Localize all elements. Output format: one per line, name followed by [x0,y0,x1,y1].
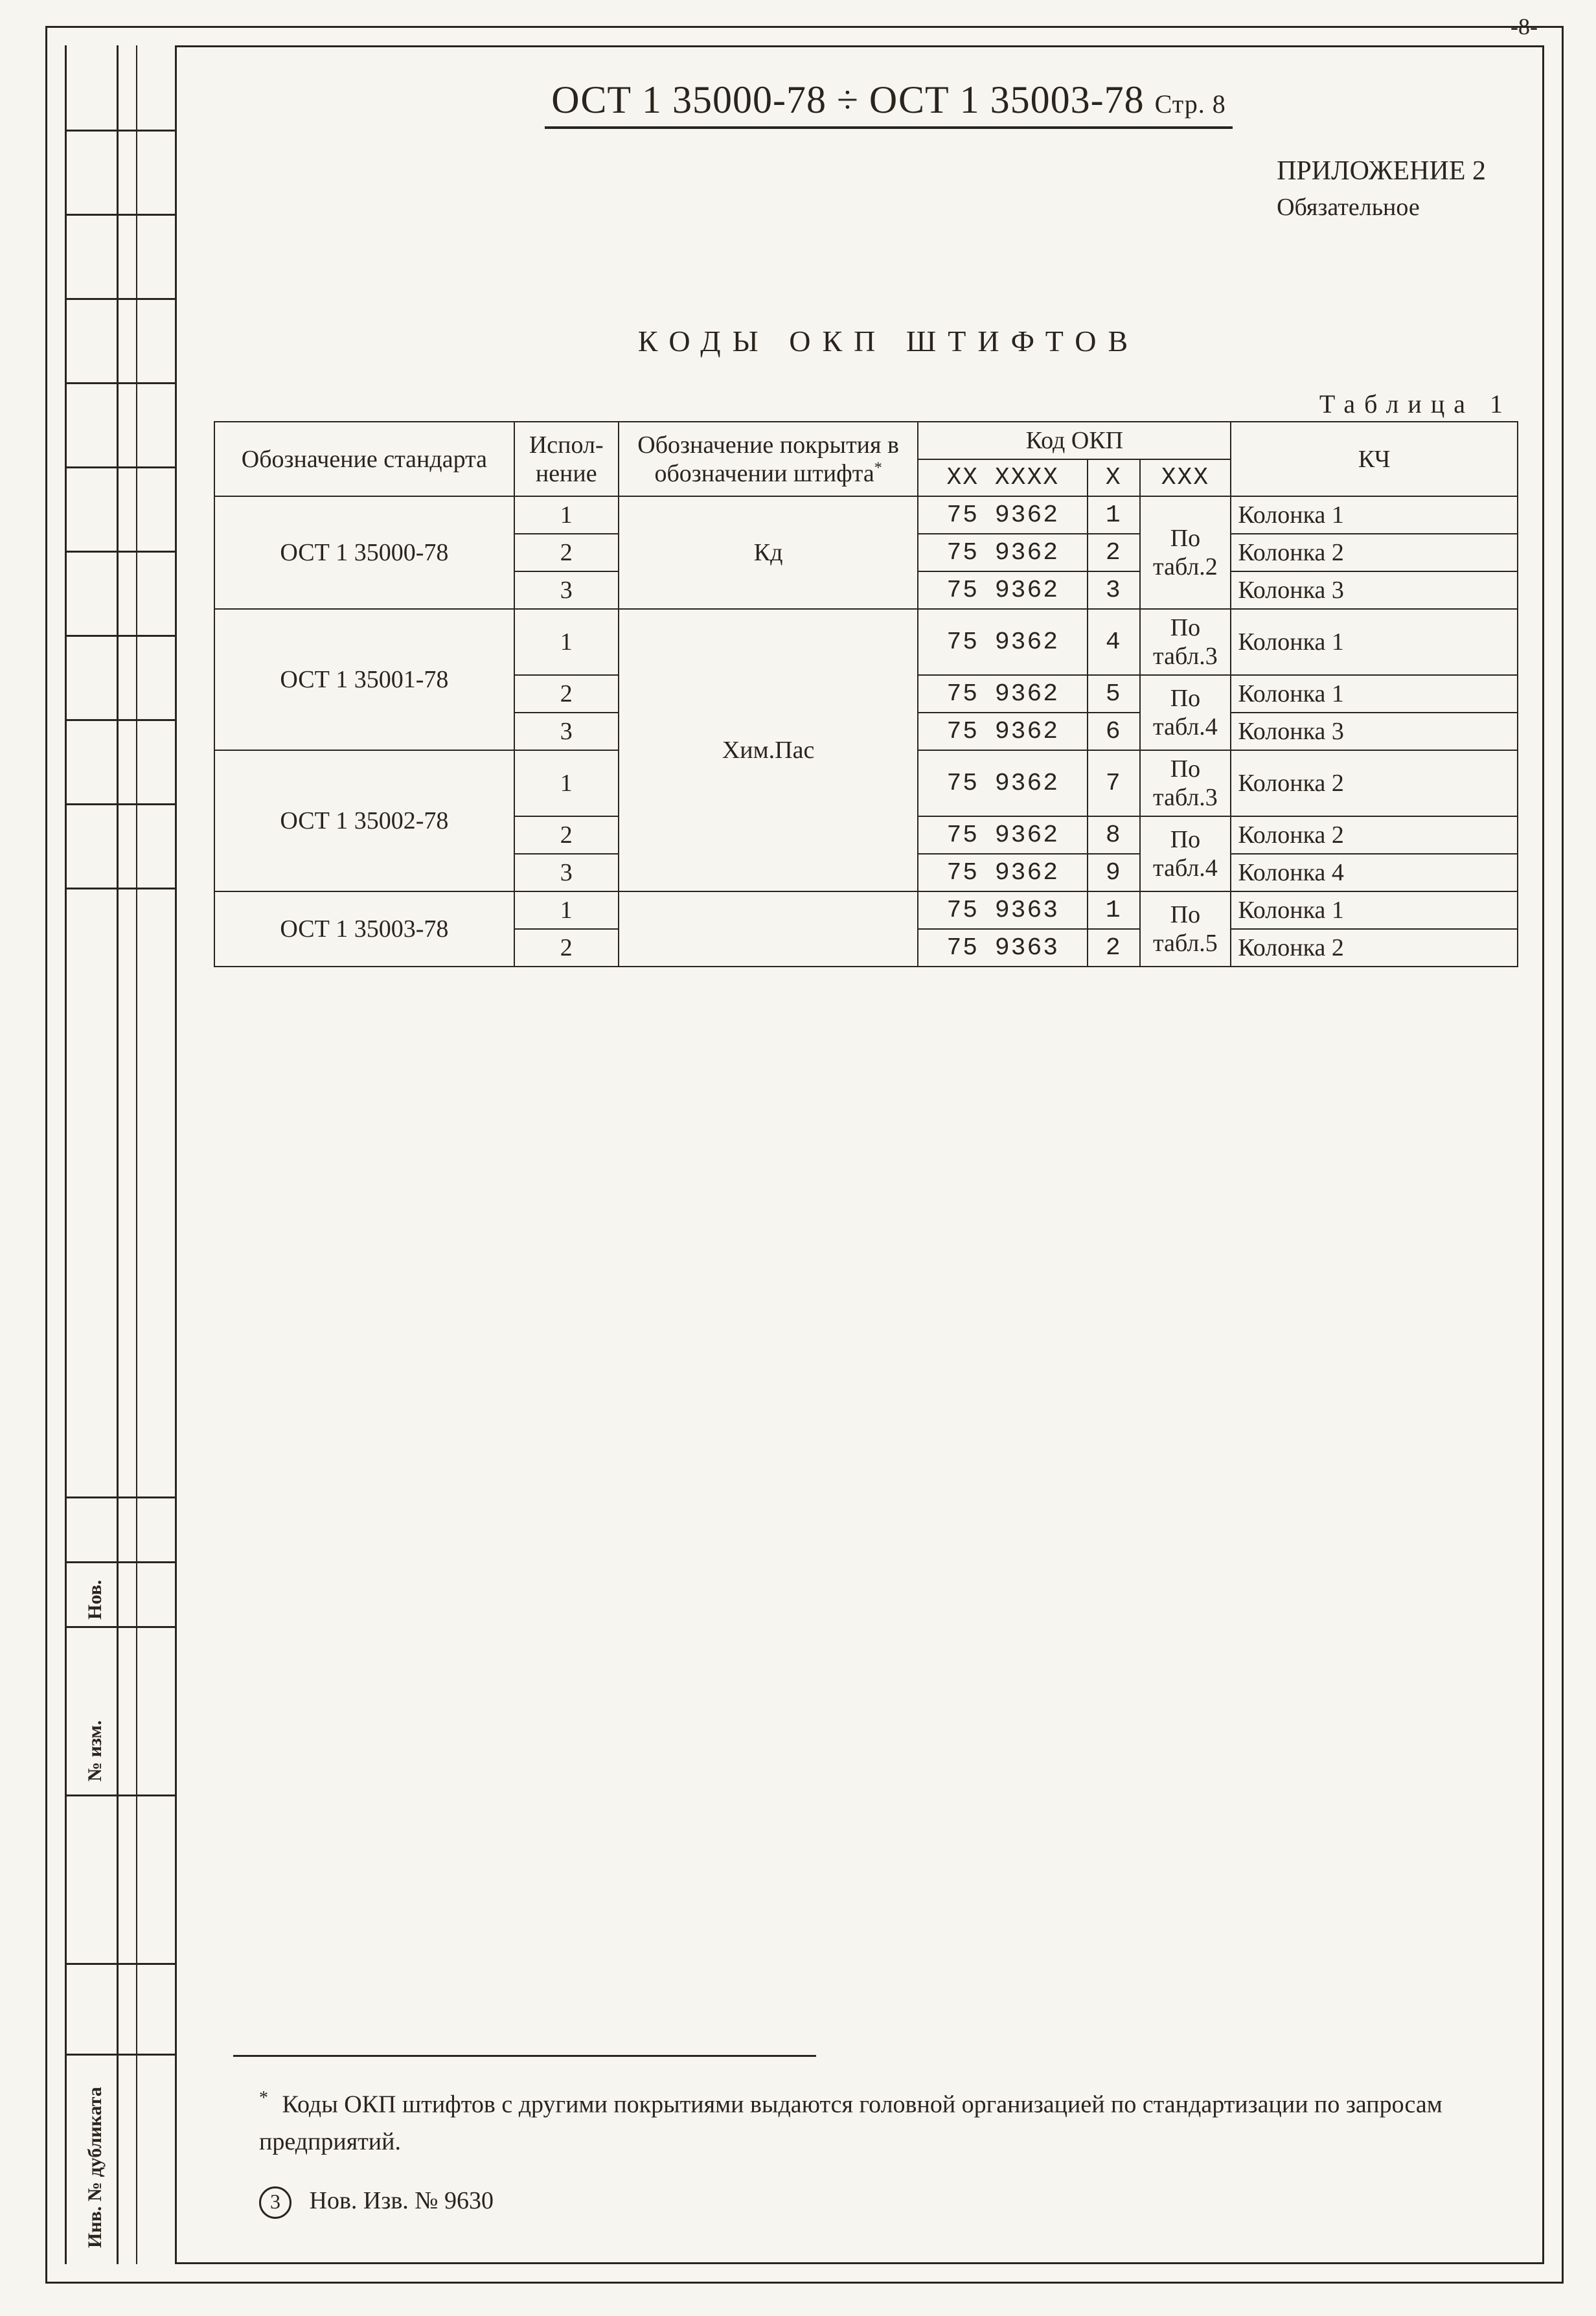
cell-kch: Колонка 3 [1231,713,1518,750]
left-title-block: Нов. № изм. Инв. № дубликата [65,45,175,2264]
side-label-izm: № изм. [84,1721,106,1782]
cell-kch: Колонка 2 [1231,929,1518,967]
cell-kch: Колонка 1 [1231,891,1518,929]
cell-version: 1 [514,609,619,675]
col-kch: КЧ [1231,422,1518,496]
col-version: Испол-нение [514,422,619,496]
cell-okp-a: 75 9362 [918,534,1088,571]
cell-okp-a: 75 9363 [918,929,1088,967]
inner-frame [175,45,1544,2264]
cell-okp-b: 1 [1088,496,1139,534]
title-right: ОСТ 1 35003-78 [869,78,1145,121]
side-label-inv-dub: Инв. № дубликата [84,2087,106,2248]
cell-kch: Колонка 3 [1231,571,1518,609]
cell-version: 2 [514,816,619,854]
cell-coating: Хим.Пас [619,609,918,891]
cell-version: 3 [514,854,619,891]
cell-okp-b: 1 [1088,891,1139,929]
cell-kch: Колонка 2 [1231,750,1518,816]
cell-version: 1 [514,891,619,929]
cell-okp-b: 2 [1088,534,1139,571]
revision-number-circled: 3 [259,2186,291,2219]
cell-coating: Кд [619,496,918,609]
cell-standard: ОСТ 1 35000-78 [214,496,514,609]
col-okp-a: ХХ ХХХХ [918,459,1088,496]
cell-okp-ref: По табл.4 [1140,675,1231,750]
asterisk-icon: * [874,459,882,476]
table-row: ОСТ 1 35001-78 1 Хим.Пас 75 9362 4 По та… [214,609,1518,675]
page-label: Стр. [1155,89,1205,119]
title-divider: ÷ [837,78,859,121]
cell-kch: Колонка 2 [1231,816,1518,854]
cell-okp-b: 4 [1088,609,1139,675]
cell-kch: Колонка 2 [1231,534,1518,571]
cell-version: 2 [514,534,619,571]
okp-table: Обозначение стандарта Испол-нение Обозна… [214,421,1518,967]
col-standard: Обозначение стандарта [214,422,514,496]
cell-version: 2 [514,929,619,967]
col-coating: Обозначение покрытия в обозначении штифт… [619,422,918,496]
cell-okp-a: 75 9362 [918,816,1088,854]
cell-okp-ref: По табл.2 [1140,496,1231,609]
cell-okp-ref: По табл.4 [1140,816,1231,891]
footnote-marker-icon: * [259,2088,268,2108]
cell-coating [619,891,918,967]
cell-okp-b: 7 [1088,750,1139,816]
cell-okp-ref: По табл.5 [1140,891,1231,967]
table-row: ОСТ 1 35003-78 1 75 9363 1 По табл.5 Кол… [214,891,1518,929]
title-left: ОСТ 1 35000-78 [551,78,826,121]
cell-okp-b: 6 [1088,713,1139,750]
footnote: * Коды ОКП штифтов с другими покрытиями … [259,2085,1492,2161]
section-title: КОДЫ ОКП ШТИФТОВ [259,324,1518,358]
cell-okp-b: 2 [1088,929,1139,967]
col-okp-b: Х [1088,459,1139,496]
cell-version: 1 [514,496,619,534]
cell-okp-a: 75 9362 [918,750,1088,816]
table-row: ОСТ 1 35000-78 1 Кд 75 9362 1 По табл.2 … [214,496,1518,534]
cell-version: 3 [514,713,619,750]
footnote-rule [233,2055,816,2057]
cell-kch: Колонка 4 [1231,854,1518,891]
annex-title: ПРИЛОЖЕНИЕ 2 [1277,155,1486,187]
cell-okp-a: 75 9363 [918,891,1088,929]
footnote-text: Коды ОКП штифтов с другими покрытиями вы… [259,2091,1442,2155]
revision-text: Нов. Изв. № 9630 [310,2187,494,2214]
cell-okp-b: 9 [1088,854,1139,891]
cell-okp-b: 5 [1088,675,1139,713]
annex-subtitle: Обязательное [1277,193,1486,222]
cell-standard: ОСТ 1 35003-78 [214,891,514,967]
cell-standard: ОСТ 1 35001-78 [214,609,514,750]
col-okp-c: ХХХ [1140,459,1231,496]
cell-okp-ref: По табл.3 [1140,750,1231,816]
document-title: ОСТ 1 35000-78 ÷ ОСТ 1 35003-78 Стр. 8 [259,78,1518,129]
cell-version: 3 [514,571,619,609]
cell-okp-b: 8 [1088,816,1139,854]
cell-okp-a: 75 9362 [918,609,1088,675]
cell-okp-a: 75 9362 [918,854,1088,891]
revision-line: 3 Нов. Изв. № 9630 [259,2186,494,2219]
cell-standard: ОСТ 1 35002-78 [214,750,514,891]
cell-okp-a: 75 9362 [918,496,1088,534]
page: -8- Нов. № изм. Инв. № дубликата ОСТ 1 3… [0,0,1596,2316]
cell-version: 2 [514,675,619,713]
page-number: 8 [1213,89,1226,119]
cell-okp-ref: По табл.3 [1140,609,1231,675]
table-caption: Таблица 1 [1319,389,1512,419]
cell-okp-a: 75 9362 [918,675,1088,713]
col-okp: Код ОКП [918,422,1231,459]
side-label-nov: Нов. [84,1580,106,1620]
cell-kch: Колонка 1 [1231,675,1518,713]
cell-version: 1 [514,750,619,816]
cell-kch: Колонка 1 [1231,496,1518,534]
cell-okp-a: 75 9362 [918,713,1088,750]
cell-okp-b: 3 [1088,571,1139,609]
cell-kch: Колонка 1 [1231,609,1518,675]
annex-block: ПРИЛОЖЕНИЕ 2 Обязательное [1277,155,1486,222]
cell-okp-a: 75 9362 [918,571,1088,609]
